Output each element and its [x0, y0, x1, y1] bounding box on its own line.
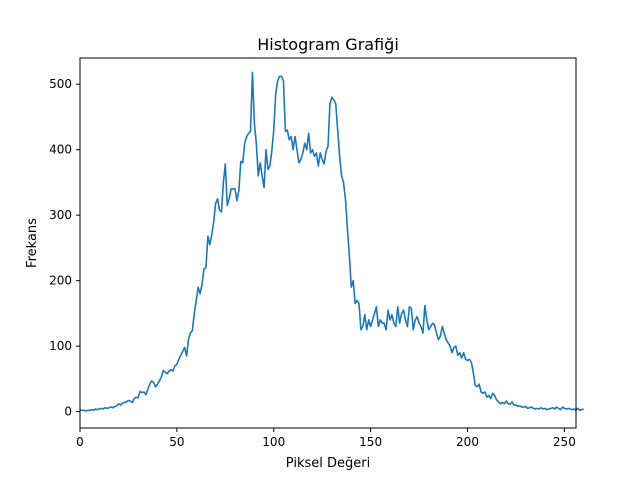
x-tick-label: 250	[553, 435, 576, 449]
x-tick-label: 0	[76, 435, 84, 449]
y-tick-label: 100	[49, 339, 72, 353]
y-tick-label: 0	[64, 405, 72, 419]
x-axis-label: Piksel Değeri	[286, 456, 370, 471]
y-tick-label: 200	[49, 274, 72, 288]
plot-frame	[79, 57, 577, 429]
y-axis-label: Frekans	[25, 218, 40, 268]
chart-title: Histogram Grafiği	[257, 35, 399, 54]
x-tick-label: 150	[359, 435, 382, 449]
plot-area	[79, 71, 585, 412]
x-tick-label: 50	[169, 435, 184, 449]
x-tick-label: 100	[262, 435, 285, 449]
y-tick-label: 500	[49, 77, 72, 91]
x-tick-label: 200	[456, 435, 479, 449]
series-line-0	[79, 71, 585, 412]
y-tick-label: 400	[49, 143, 72, 157]
y-tick-label: 300	[49, 208, 72, 222]
axis-ticks: 0 50 100 150 200 250 0 100 200 300 400 500	[49, 77, 576, 449]
